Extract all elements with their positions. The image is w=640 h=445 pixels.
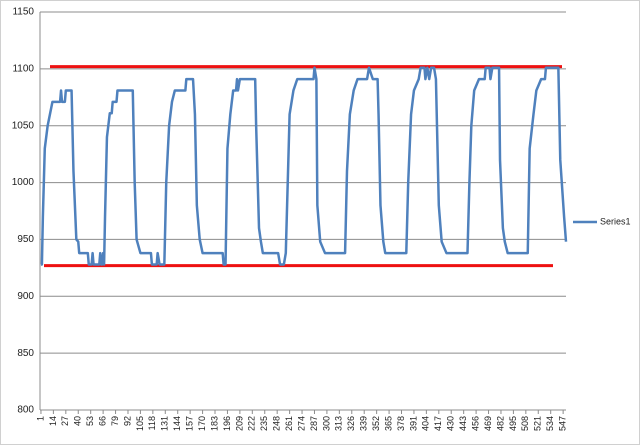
x-tick-label: 170 [197,416,207,431]
x-tick-label: 92 [122,416,132,426]
y-tick-label: 900 [17,291,34,302]
x-tick-label: 339 [359,416,369,431]
x-tick-label: 196 [222,416,232,431]
x-tick-label: 300 [321,416,331,431]
y-tick-label: 1150 [12,7,34,18]
y-tick-label: 800 [17,405,34,416]
x-tick-label: 326 [346,416,356,431]
x-tick-label: 547 [558,416,568,431]
x-tick-label: 118 [147,416,157,430]
x-tick-label: 521 [533,416,543,431]
y-tick-label: 1100 [12,63,34,74]
x-tick-label: 248 [272,416,282,431]
x-tick-label: 443 [458,416,468,431]
y-tick-label: 850 [17,348,34,359]
legend-label: Series1 [600,216,631,226]
x-tick-label: 391 [408,416,418,431]
x-tick-label: 209 [234,416,244,431]
x-tick-label: 430 [446,416,456,431]
x-tick-label: 378 [396,416,406,431]
series-line [40,66,568,266]
y-tick-label: 950 [17,234,34,245]
x-tick-label: 157 [185,416,195,431]
x-tick-label: 235 [259,416,269,431]
x-tick-label: 53 [85,416,95,426]
x-tick-label: 1 [35,416,45,421]
x-tick-label: 14 [48,416,58,426]
x-tick-label: 105 [135,416,145,431]
x-tick-label: 66 [97,416,107,426]
x-tick-label: 144 [172,416,182,431]
y-tick-label: 1000 [12,177,35,188]
x-tick-label: 183 [209,416,219,431]
x-tick-label: 417 [433,416,443,431]
y-tick-label: 1050 [12,120,35,131]
x-tick-label: 508 [520,416,530,431]
x-tick-label: 456 [470,416,480,431]
x-tick-label: 365 [383,416,393,431]
x-tick-label: 495 [508,416,518,431]
x-tick-label: 27 [60,416,70,426]
x-tick-label: 40 [73,416,83,426]
x-tick-label: 261 [284,416,294,431]
x-tick-label: 534 [545,416,555,431]
x-tick-label: 313 [334,416,344,431]
x-tick-label: 274 [296,416,306,431]
x-tick-label: 482 [495,416,505,431]
x-tick-label: 131 [160,416,170,431]
x-tick-label: 352 [371,416,381,431]
x-tick-label: 287 [309,416,319,431]
x-tick-label: 222 [247,416,257,431]
x-tick-label: 79 [110,416,120,426]
x-tick-label: 404 [421,416,431,431]
x-tick-label: 469 [483,416,493,431]
